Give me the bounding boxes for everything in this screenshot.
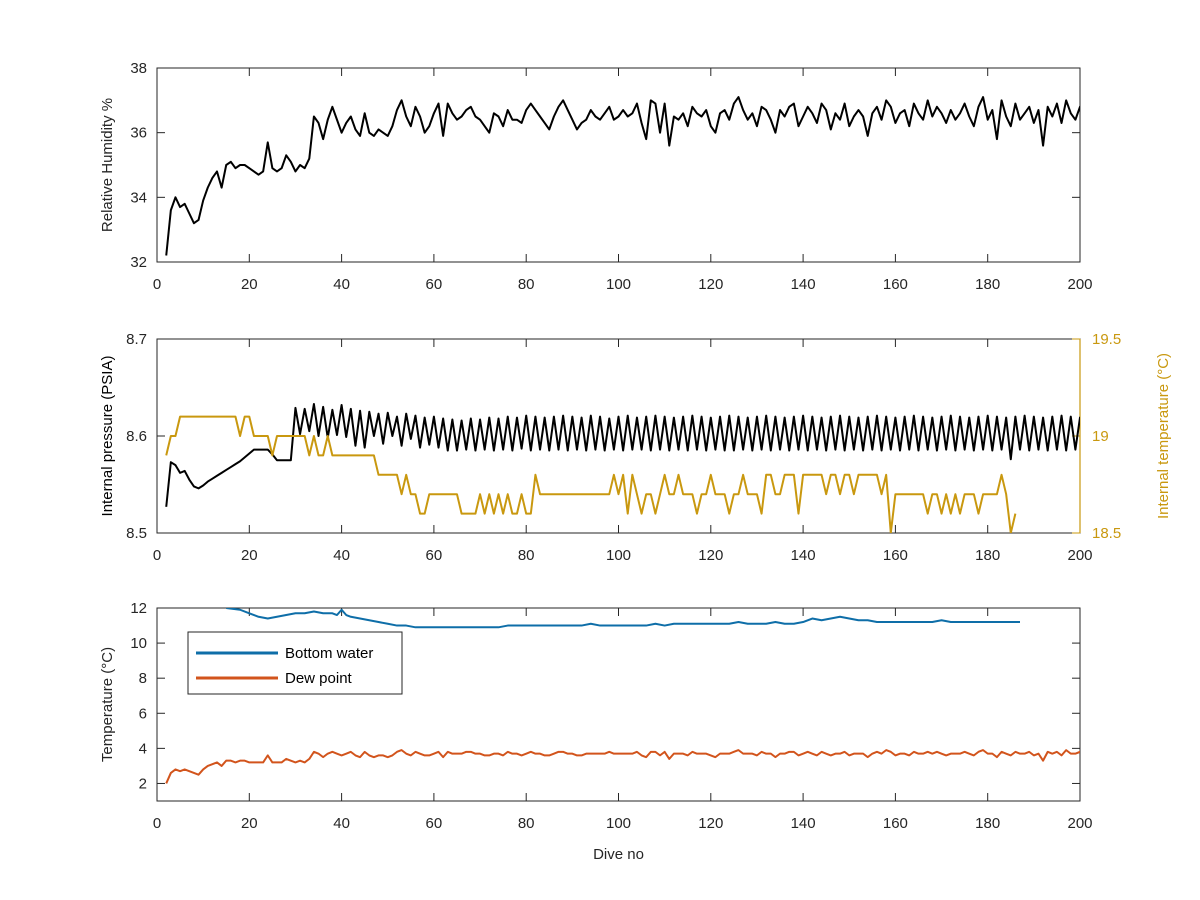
x-tick-label: 20 bbox=[241, 547, 258, 564]
y2-tick-label: 19.5 bbox=[1092, 331, 1121, 348]
x-tick-label: 40 bbox=[333, 815, 350, 832]
y-tick-label: 32 bbox=[130, 254, 147, 271]
series-line-dew-point bbox=[165, 749, 1080, 784]
x-tick-label: 160 bbox=[883, 276, 908, 293]
y-tick-label: 8.5 bbox=[126, 525, 147, 542]
legend: Bottom water Dew point bbox=[187, 631, 403, 695]
y-tick-label: 8.7 bbox=[126, 331, 147, 348]
y-tick-label: 8.6 bbox=[126, 428, 147, 445]
series-group bbox=[165, 96, 1080, 256]
x-tick-label: 40 bbox=[333, 276, 350, 293]
x-tick-label: 100 bbox=[606, 276, 631, 293]
x-tick-label: 40 bbox=[333, 547, 350, 564]
x-tick-label: 140 bbox=[791, 547, 816, 564]
x-tick-label: 140 bbox=[791, 815, 816, 832]
y-tick-label: 8 bbox=[139, 670, 147, 687]
series-group bbox=[165, 608, 1080, 784]
plot-area-frame bbox=[156, 67, 1081, 263]
chart-panel-1: 0 20 40 60 80 100 120 140 160 180 200 32 34 36 38 Relat… bbox=[99, 60, 1093, 293]
y-tick-label: 2 bbox=[139, 775, 147, 792]
x-axis-label: Dive no bbox=[593, 846, 644, 863]
x-tick-label: 60 bbox=[426, 815, 443, 832]
y-tick-label: 4 bbox=[139, 740, 147, 757]
x-tick-label: 60 bbox=[426, 547, 443, 564]
series-line-left bbox=[165, 402, 1080, 507]
chart-panel-3: 0 20 40 60 80 100 120 140 160 180 200 2 4 6 8 10 12 Tempe… bbox=[99, 600, 1093, 863]
x-tick-label: 200 bbox=[1067, 276, 1092, 293]
y-tick-label: 34 bbox=[130, 189, 147, 206]
y-axis-label: Relative Humidity % bbox=[99, 98, 116, 232]
x-tick-label: 0 bbox=[153, 276, 161, 293]
y-tick-label: 38 bbox=[130, 60, 147, 77]
y2-tick-label: 18.5 bbox=[1092, 525, 1121, 542]
y2-axis-label: Internal temperature (°C) bbox=[1155, 353, 1172, 519]
series-line-bottom-water bbox=[226, 608, 1020, 629]
y-tick-label: 36 bbox=[130, 125, 147, 142]
legend-label: Dew point bbox=[285, 670, 353, 687]
x-tick-label: 80 bbox=[518, 276, 535, 293]
x-tick-label: 200 bbox=[1067, 547, 1092, 564]
legend-label: Bottom water bbox=[285, 645, 373, 662]
x-tick-label: 160 bbox=[883, 547, 908, 564]
series-line-right bbox=[165, 415, 1017, 533]
x-tick-label: 200 bbox=[1067, 815, 1092, 832]
x-tick-label: 120 bbox=[698, 815, 723, 832]
x-tick-label: 120 bbox=[698, 276, 723, 293]
x-tick-label: 120 bbox=[698, 547, 723, 564]
x-tick-label: 60 bbox=[426, 276, 443, 293]
x-tick-label: 160 bbox=[883, 815, 908, 832]
chart-panel-2: 0 20 40 60 80 100 120 140 160 180 200 8.5 8.6 8.7 18.5… bbox=[99, 331, 1172, 564]
x-tick-label: 0 bbox=[153, 815, 161, 832]
y-tick-label: 12 bbox=[130, 600, 147, 617]
x-tick-label: 80 bbox=[518, 815, 535, 832]
x-tick-label: 20 bbox=[241, 815, 258, 832]
x-tick-label: 180 bbox=[975, 815, 1000, 832]
x-tick-label: 100 bbox=[606, 815, 631, 832]
x-tick-label: 180 bbox=[975, 276, 1000, 293]
series-line-main bbox=[165, 96, 1080, 256]
series-group bbox=[165, 402, 1080, 533]
x-tick-label: 140 bbox=[791, 276, 816, 293]
y-axis-label: Temperature (°C) bbox=[99, 647, 116, 762]
x-tick-label: 0 bbox=[153, 547, 161, 564]
y-axis-label: Internal pressure (PSIA) bbox=[99, 356, 116, 517]
x-tick-label: 180 bbox=[975, 547, 1000, 564]
legend-box bbox=[187, 631, 403, 695]
x-tick-label: 80 bbox=[518, 547, 535, 564]
y-tick-label: 6 bbox=[139, 705, 147, 722]
x-tick-label: 20 bbox=[241, 276, 258, 293]
y2-tick-label: 19 bbox=[1092, 428, 1109, 445]
y-tick-label: 10 bbox=[130, 635, 147, 652]
x-tick-label: 100 bbox=[606, 547, 631, 564]
